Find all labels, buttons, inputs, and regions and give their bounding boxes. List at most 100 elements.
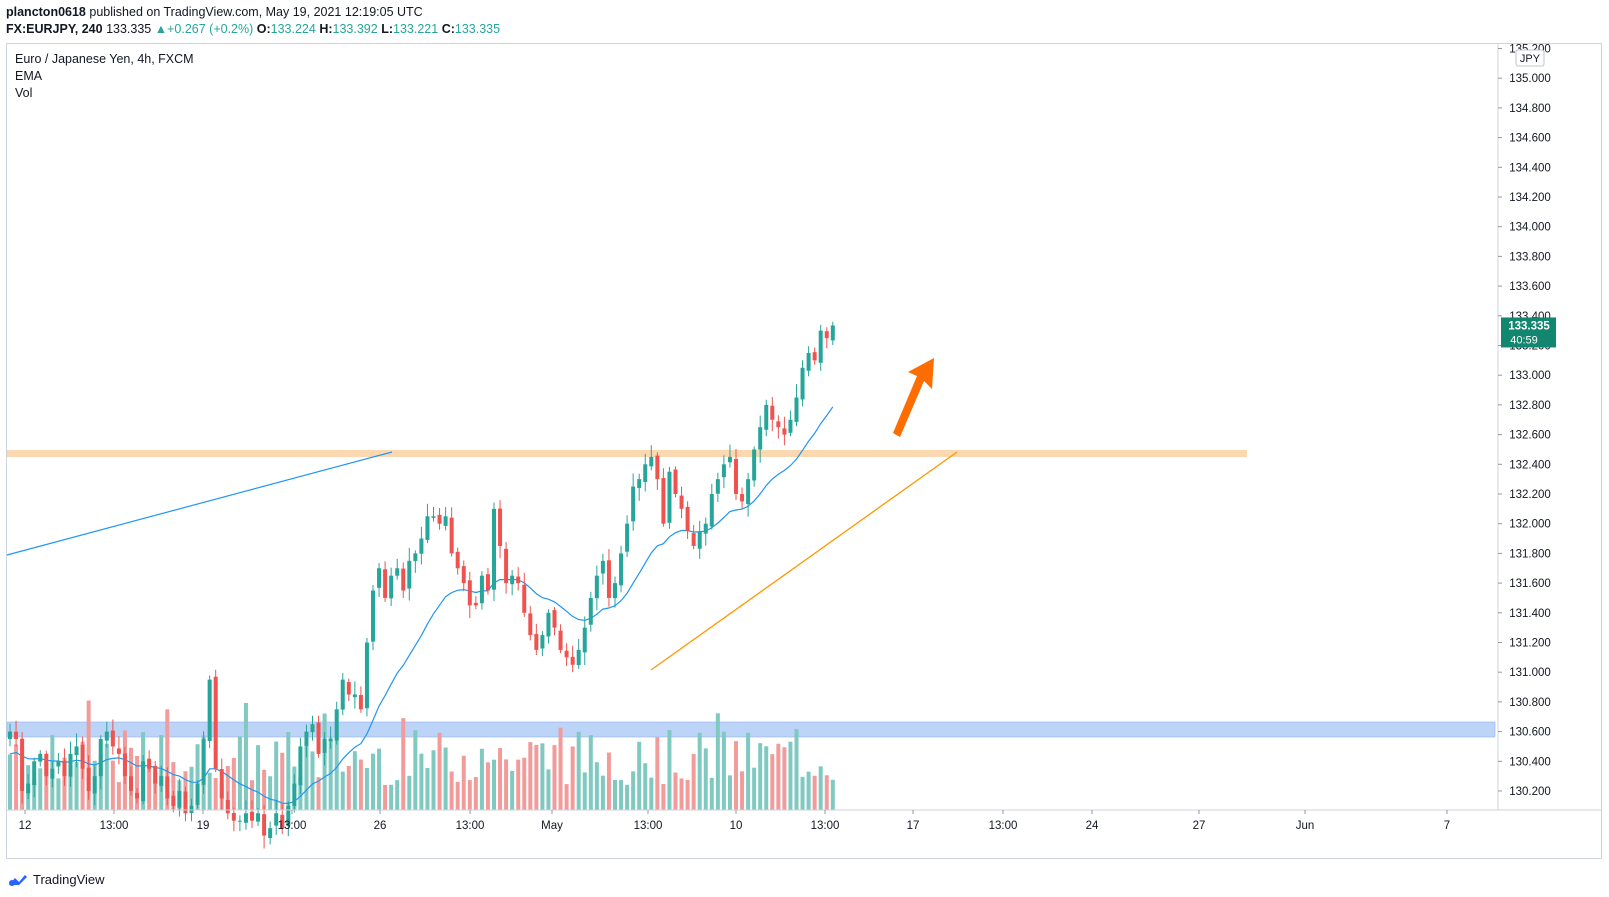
candle[interactable] — [758, 415, 763, 463]
candle[interactable] — [558, 624, 563, 654]
candle[interactable] — [322, 732, 327, 766]
candle[interactable] — [334, 701, 339, 745]
candle[interactable] — [564, 643, 569, 667]
candle[interactable] — [613, 576, 617, 608]
candle[interactable] — [165, 767, 170, 806]
candle[interactable] — [691, 524, 696, 550]
candle[interactable] — [746, 472, 751, 517]
candle[interactable] — [274, 800, 279, 836]
candle[interactable] — [225, 791, 230, 820]
candle[interactable] — [504, 542, 509, 594]
candle[interactable] — [631, 473, 636, 531]
candle[interactable] — [383, 561, 388, 602]
candle[interactable] — [764, 399, 769, 437]
candle[interactable] — [534, 623, 539, 655]
candle[interactable] — [395, 558, 400, 580]
currency-badge[interactable]: JPY — [1515, 49, 1545, 67]
candle[interactable] — [183, 786, 188, 822]
candle[interactable] — [68, 741, 73, 787]
candle[interactable] — [643, 453, 648, 492]
candle[interactable] — [431, 506, 436, 522]
support-zone[interactable] — [7, 450, 1247, 457]
candle[interactable] — [734, 449, 738, 501]
candle[interactable] — [14, 720, 19, 747]
candle[interactable] — [824, 327, 829, 349]
candle[interactable] — [619, 545, 624, 593]
candle[interactable] — [86, 755, 91, 800]
candle[interactable] — [510, 570, 515, 596]
candle[interactable] — [237, 815, 242, 832]
candle[interactable] — [673, 466, 678, 498]
candle[interactable] — [800, 360, 805, 407]
candle[interactable] — [721, 455, 726, 489]
candle[interactable] — [461, 560, 466, 592]
candle[interactable] — [38, 750, 43, 767]
candle[interactable] — [498, 500, 503, 559]
candle[interactable] — [352, 681, 357, 709]
candle[interactable] — [286, 801, 291, 837]
candle[interactable] — [685, 501, 690, 540]
candle[interactable] — [625, 515, 630, 558]
candle[interactable] — [703, 517, 708, 546]
candle[interactable] — [794, 384, 799, 427]
candle[interactable] — [473, 596, 478, 610]
candle[interactable] — [153, 761, 158, 794]
candle[interactable] — [419, 526, 424, 565]
candle[interactable] — [310, 715, 315, 741]
candle[interactable] — [782, 416, 787, 446]
candle[interactable] — [740, 487, 745, 509]
candle[interactable] — [588, 591, 593, 632]
candle[interactable] — [479, 571, 484, 610]
candle[interactable] — [340, 673, 345, 716]
up-arrow[interactable] — [893, 358, 934, 437]
candle[interactable] — [600, 553, 605, 585]
candle[interactable] — [92, 766, 97, 806]
candle[interactable] — [709, 483, 714, 530]
candle[interactable] — [667, 466, 672, 529]
candle[interactable] — [8, 723, 12, 747]
candle[interactable] — [540, 631, 545, 657]
candle[interactable] — [316, 715, 321, 758]
candle[interactable] — [812, 347, 817, 365]
candle[interactable] — [655, 452, 660, 490]
candle[interactable] — [401, 562, 406, 598]
candle[interactable] — [346, 678, 351, 702]
candle[interactable] — [679, 486, 684, 519]
candle[interactable] — [485, 567, 490, 595]
legend-title[interactable]: Euro / Japanese Yen, 4h, FXCM — [15, 52, 194, 66]
candle[interactable] — [492, 502, 496, 602]
candle[interactable] — [74, 733, 79, 768]
candle[interactable] — [576, 638, 581, 669]
candle[interactable] — [516, 567, 521, 591]
candle[interactable] — [413, 550, 418, 573]
candle[interactable] — [141, 755, 146, 805]
candle[interactable] — [443, 507, 448, 531]
candle[interactable] — [219, 758, 224, 811]
candle[interactable] — [122, 746, 127, 784]
candle[interactable] — [159, 765, 164, 792]
candle[interactable] — [292, 774, 297, 813]
candle[interactable] — [637, 473, 642, 501]
candle[interactable] — [425, 503, 430, 544]
candle[interactable] — [727, 444, 732, 468]
volume-zone[interactable] — [6, 721, 1496, 738]
candle[interactable] — [752, 446, 757, 487]
candle[interactable] — [649, 445, 654, 471]
candle[interactable] — [207, 675, 212, 749]
candle[interactable] — [110, 719, 115, 755]
candle[interactable] — [280, 804, 285, 834]
candle[interactable] — [546, 609, 551, 644]
candle[interactable] — [304, 724, 309, 758]
candle[interactable] — [371, 585, 375, 651]
tradingview-logo[interactable]: TradingView — [7, 872, 105, 887]
candle[interactable] — [818, 324, 823, 371]
candle[interactable] — [56, 752, 61, 774]
blue-trendline[interactable] — [6, 451, 393, 556]
candle[interactable] — [455, 547, 460, 575]
candle[interactable] — [80, 736, 85, 780]
candle[interactable] — [243, 800, 248, 830]
candle[interactable] — [697, 520, 702, 559]
candle[interactable] — [104, 721, 109, 748]
candle[interactable] — [98, 735, 103, 790]
